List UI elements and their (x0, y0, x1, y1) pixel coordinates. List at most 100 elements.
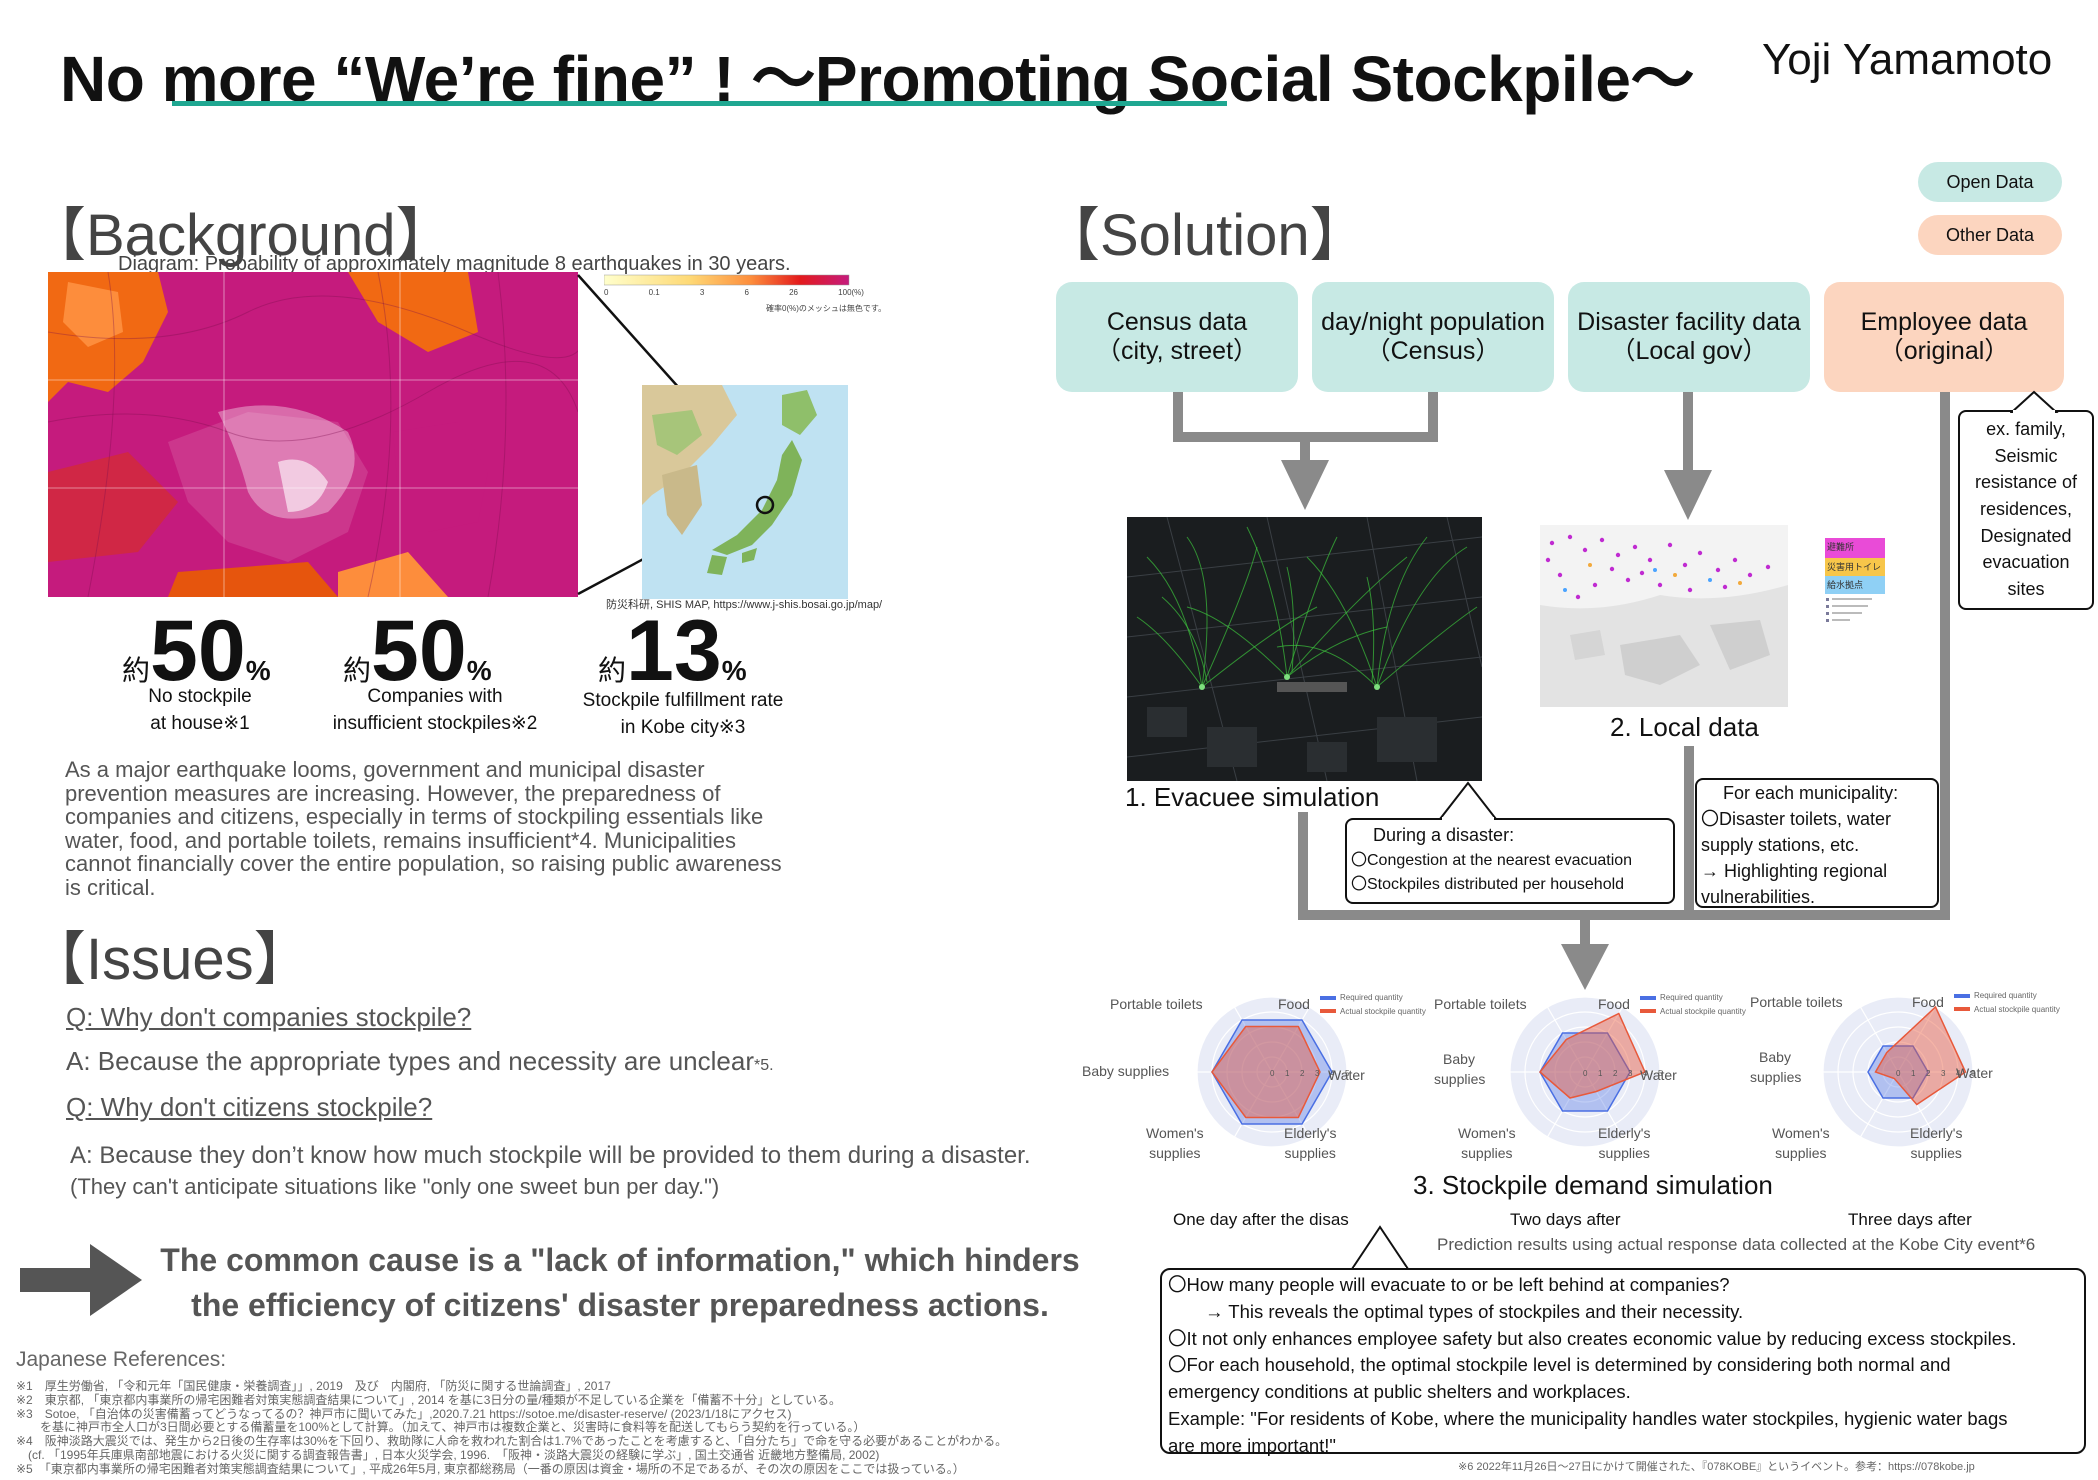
radar2-tick-label: 2 (1613, 1069, 1618, 1078)
source-disaster-facility-data: Disaster facility data （Local gov） (1568, 282, 1810, 392)
radar3-tick-label: 5 (1971, 1069, 1976, 1078)
arrow-down-icon (1664, 470, 1712, 520)
callout-pointer (2010, 390, 2059, 414)
stat-companies-insufficient: 約50% (343, 603, 492, 699)
map-legend-note: 確率0(%)のメッシュは無色です。 (766, 304, 887, 313)
connector-sim2-down (1684, 746, 1694, 920)
legend-other-data: Other Data (1918, 215, 2062, 255)
solution-summary-box: 〇How many people will evacuate to or be … (1160, 1268, 2086, 1456)
radar2-tick-label: 1 (1598, 1069, 1603, 1078)
radar2-actual-area (1538, 1012, 1647, 1099)
source-employee-data: Employee data （original） (1824, 282, 2064, 392)
radar2-tick-label: 5 (1658, 1069, 1663, 1078)
stockpile-demand-simulation-label: 3. Stockpile demand simulation (1413, 1170, 1773, 1200)
map-legend-ticks: 0 0.1 3 6 26 100(%) (604, 288, 864, 297)
radar3-tick-label: 4 (1956, 1069, 1961, 1078)
radar3-spoke (1897, 1006, 1937, 1073)
japan-map (642, 385, 848, 599)
issue-answer-citizens: A: Because they don’t know how much stoc… (70, 1142, 1031, 1169)
radar1-spoke (1271, 1071, 1311, 1138)
source-day-night-population: day/night population （Census） (1312, 282, 1554, 392)
radar3-spoke (1859, 1071, 1899, 1138)
radar2-label-elderly-supplies: Elderly's supplies (1598, 1125, 1651, 1161)
radar3-tick-label: 0 (1896, 1069, 1901, 1078)
connector-bottom-merge (1298, 910, 1950, 920)
radar2-spoke (1546, 1071, 1586, 1138)
radar1-tick-label: 2 (1300, 1069, 1305, 1078)
radar2-label-water: Water (1640, 1067, 1677, 1083)
radar3-caption: Three days after (1848, 1210, 1972, 1229)
local-data-map (1540, 525, 1788, 707)
issues-heading: 【Issues】 (28, 927, 312, 992)
stat-kobe-fulfillment: 約13% (598, 603, 747, 699)
issue-question-citizens: Q: Why don't citizens stockpile? (66, 1092, 433, 1122)
radar2-label-portable-toilets: Portable toilets (1434, 996, 1527, 1012)
references-list: ※1 厚生労働省, 「令和元年「国民健康・栄養調査」」, 2019 及び 内閣府… (16, 1379, 1008, 1476)
map-caption: Diagram: Probability of approximately ma… (118, 253, 791, 275)
issue-question-companies: Q: Why don't companies stockpile? (66, 1002, 472, 1032)
radar1-label-baby-supplies: Baby supplies (1082, 1063, 1170, 1079)
evacuee-simulation-image (1127, 517, 1482, 781)
local-map-legend-toilet: 災害用トイレ (1825, 558, 1885, 576)
evacuee-simulation-label: 1. Evacuee simulation (1125, 782, 1380, 812)
radar3-label-baby-supplies: Baby supplies (1750, 1049, 1802, 1085)
radar1-tick-label: 1 (1285, 1069, 1290, 1078)
arrow-down-icon (1281, 460, 1329, 510)
radar3-label-womens-supplies: Women's supplies (1772, 1125, 1830, 1161)
local-map-legend-dots (1826, 598, 1872, 622)
radar3-legend: Required quantity Actual stockpile quant… (1954, 989, 2060, 1016)
issue-answer-companies: A: Because the appropriate types and nec… (66, 1046, 774, 1076)
radar2-label-baby-supplies: Baby supplies (1434, 1051, 1486, 1087)
connector-sim1-down (1298, 812, 1308, 920)
radar1-required-area (1211, 1019, 1333, 1125)
radar1-label-food: Food (1278, 996, 1310, 1012)
radar1-tick-label: 4 (1330, 1069, 1335, 1078)
issue-answer-citizens-example: (They can't anticipate situations like "… (70, 1174, 720, 1199)
stockpile-radar-charts: 0 1 2 3 4 5 0 1 2 3 4 5 0 1 2 3 4 5 (1196, 996, 1976, 1148)
stat-no-stockpile: 約50% (122, 603, 271, 699)
radar2-label-womens-supplies: Women's supplies (1458, 1125, 1516, 1161)
radar1-label-portable-toilets: Portable toilets (1110, 996, 1203, 1012)
arrow-down-icon (1561, 944, 1609, 990)
hazard-map (48, 272, 578, 597)
connector-census (1173, 392, 1183, 440)
radar1-spoke (1271, 1006, 1311, 1073)
radar2-tick-label: 0 (1583, 1069, 1588, 1078)
map-legend-bar (604, 274, 850, 286)
radar2-spoke (1584, 1006, 1624, 1073)
radar2-caption: Two days after (1510, 1210, 1621, 1229)
radar3-label-water: Water (1956, 1065, 1993, 1081)
callout-pointer (1350, 1225, 1410, 1271)
solution-heading: 【Solution】 (1042, 203, 1368, 268)
connector-facility (1683, 392, 1693, 476)
radar1-label-womens-supplies: Women's supplies (1146, 1125, 1204, 1161)
title-underline (172, 101, 1227, 106)
employee-data-note: ex. family, Seismic resistance of reside… (1958, 410, 2094, 610)
radar1-spoke (1233, 1071, 1273, 1138)
radar3-actual-area (1874, 1005, 1967, 1106)
radar1-tick-label: 5 (1345, 1069, 1350, 1078)
prediction-note: Prediction results using actual response… (1437, 1235, 2036, 1254)
callout-each-municipality: For each municipality: 〇Disaster toilets… (1695, 778, 1939, 908)
local-map-legend-water: 給水拠点 (1825, 576, 1885, 594)
map-source: 防災科研, SHIS MAP, https://www.j-shis.bosai… (606, 599, 883, 611)
connector-daynight (1428, 392, 1438, 440)
radar2-spoke (1584, 1071, 1624, 1138)
radar2-tick-label: 3 (1628, 1069, 1633, 1078)
author-name: Yoji Yamamoto (1762, 35, 2053, 84)
local-data-label: 2. Local data (1610, 712, 1759, 742)
radar1-tick-label: 0 (1270, 1069, 1275, 1078)
radar3-tick-label: 1 (1911, 1069, 1916, 1078)
background-heading: 【Background】 (28, 203, 454, 268)
radar3-tick-label: 3 (1941, 1069, 1946, 1078)
radar1-tick-label: 3 (1315, 1069, 1320, 1078)
poster-title: No more “We’re fine” ! ～Promoting Social… (60, 43, 1695, 115)
radar2-tick-label: 4 (1643, 1069, 1648, 1078)
radar3-label-food: Food (1912, 994, 1944, 1010)
background-paragraph: As a major earthquake looms, government … (65, 757, 782, 900)
radar1-spoke (1233, 1006, 1273, 1073)
local-map-legend-shelter: 避難所 (1825, 538, 1885, 558)
radar2-legend: Required quantity Actual stockpile quant… (1640, 991, 1746, 1018)
stat-no-stockpile-label: No stockpile at house※1 (148, 686, 252, 734)
reference-note-6: ※6 2022年11月26日～27日にかけて開催された、『078KOBE』という… (1458, 1461, 1975, 1473)
